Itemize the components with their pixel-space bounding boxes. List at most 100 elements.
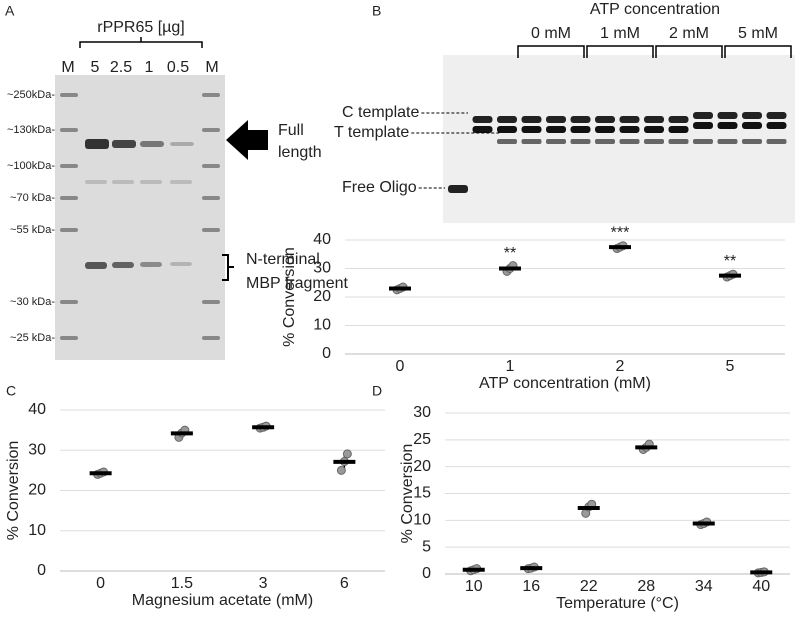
group-label: 0 mM	[531, 25, 571, 42]
band	[112, 262, 134, 268]
band	[717, 139, 738, 144]
y-tick-label: 10	[313, 317, 331, 334]
band	[570, 126, 591, 133]
band	[644, 116, 664, 123]
band	[85, 180, 107, 184]
band	[497, 116, 517, 123]
band	[742, 122, 762, 129]
bracket	[724, 45, 792, 58]
y-tick-label: 30	[413, 404, 431, 421]
lane-label: 2.5	[110, 59, 132, 76]
gel-image	[55, 75, 225, 360]
bracket	[517, 45, 585, 58]
group-label: 5 mM	[738, 25, 778, 42]
marker-label: ~30 kDa-	[10, 296, 55, 308]
marker-label: ~25 kDa-	[10, 332, 55, 344]
lane-label: M	[61, 59, 74, 76]
y-axis-label: % Conversion	[281, 247, 298, 347]
band	[595, 139, 615, 144]
band	[202, 93, 220, 97]
y-tick-label: 30	[28, 441, 46, 458]
significance: **	[724, 253, 736, 270]
x-tick-label: 2	[616, 358, 625, 375]
marker-label: ~130kDa-	[7, 124, 55, 136]
y-tick-label: 30	[313, 260, 331, 277]
band	[595, 126, 615, 133]
x-tick-label: 40	[752, 578, 770, 595]
x-tick-label: 22	[580, 578, 598, 595]
band	[60, 164, 78, 168]
band	[717, 122, 738, 129]
y-tick-label: 10	[413, 512, 431, 529]
bracket	[655, 45, 723, 58]
band	[140, 141, 164, 147]
band	[170, 262, 192, 266]
band	[521, 116, 542, 123]
x-tick-label: 1.5	[171, 575, 193, 592]
gel-title: rPPR65 [µg]	[97, 19, 184, 36]
marker-label: ~250kDa-	[7, 89, 55, 101]
band	[766, 122, 787, 129]
band	[521, 139, 542, 144]
band	[644, 139, 664, 144]
band	[693, 122, 713, 129]
band	[448, 185, 468, 193]
band	[112, 140, 136, 148]
band	[668, 139, 689, 144]
band	[619, 139, 640, 144]
bracket	[222, 254, 234, 281]
arrow	[226, 120, 268, 160]
band	[693, 139, 713, 144]
x-tick-label: 1	[506, 358, 515, 375]
band	[595, 116, 615, 123]
band	[570, 116, 591, 123]
x-tick-label: 3	[259, 575, 268, 592]
bracket	[79, 37, 203, 48]
band	[472, 116, 493, 123]
y-tick-label: 20	[28, 482, 46, 499]
x-tick-label: 6	[340, 575, 349, 592]
x-axis-label: Temperature (°C)	[556, 595, 679, 612]
band	[202, 164, 220, 168]
band-label: T template	[334, 124, 409, 141]
point	[342, 449, 352, 459]
point	[336, 465, 346, 475]
x-axis-label: ATP concentration (mM)	[479, 375, 651, 392]
band	[766, 112, 787, 119]
band	[202, 228, 220, 232]
gel-title: ATP concentration	[590, 1, 720, 18]
band	[570, 139, 591, 144]
annotation: Full	[278, 122, 304, 139]
x-tick-label: 0	[396, 358, 405, 375]
band	[60, 93, 78, 97]
band	[170, 180, 192, 184]
significance: ***	[611, 224, 630, 241]
band	[60, 196, 78, 200]
band	[497, 139, 517, 144]
band	[546, 116, 566, 123]
marker-label: ~55 kDa-	[10, 224, 55, 236]
annotation: MBP fragment	[246, 275, 349, 292]
x-tick-label: 34	[695, 578, 713, 595]
band	[693, 112, 713, 119]
band-label: C template	[342, 104, 419, 121]
marker-label: ~70 kDa-	[10, 192, 55, 204]
band	[60, 128, 78, 132]
y-tick-label: 15	[413, 485, 431, 502]
y-axis-label: % Conversion	[5, 441, 22, 541]
y-tick-label: 20	[313, 288, 331, 305]
band	[619, 116, 640, 123]
y-tick-label: 0	[422, 565, 431, 582]
band	[472, 126, 493, 133]
panel-label: C	[6, 383, 16, 399]
band	[717, 112, 738, 119]
y-tick-label: 40	[28, 401, 46, 418]
band	[85, 139, 109, 149]
group-label: 2 mM	[669, 25, 709, 42]
band	[619, 126, 640, 133]
y-tick-label: 0	[322, 345, 331, 362]
panel-label: D	[372, 383, 382, 399]
band	[742, 112, 762, 119]
